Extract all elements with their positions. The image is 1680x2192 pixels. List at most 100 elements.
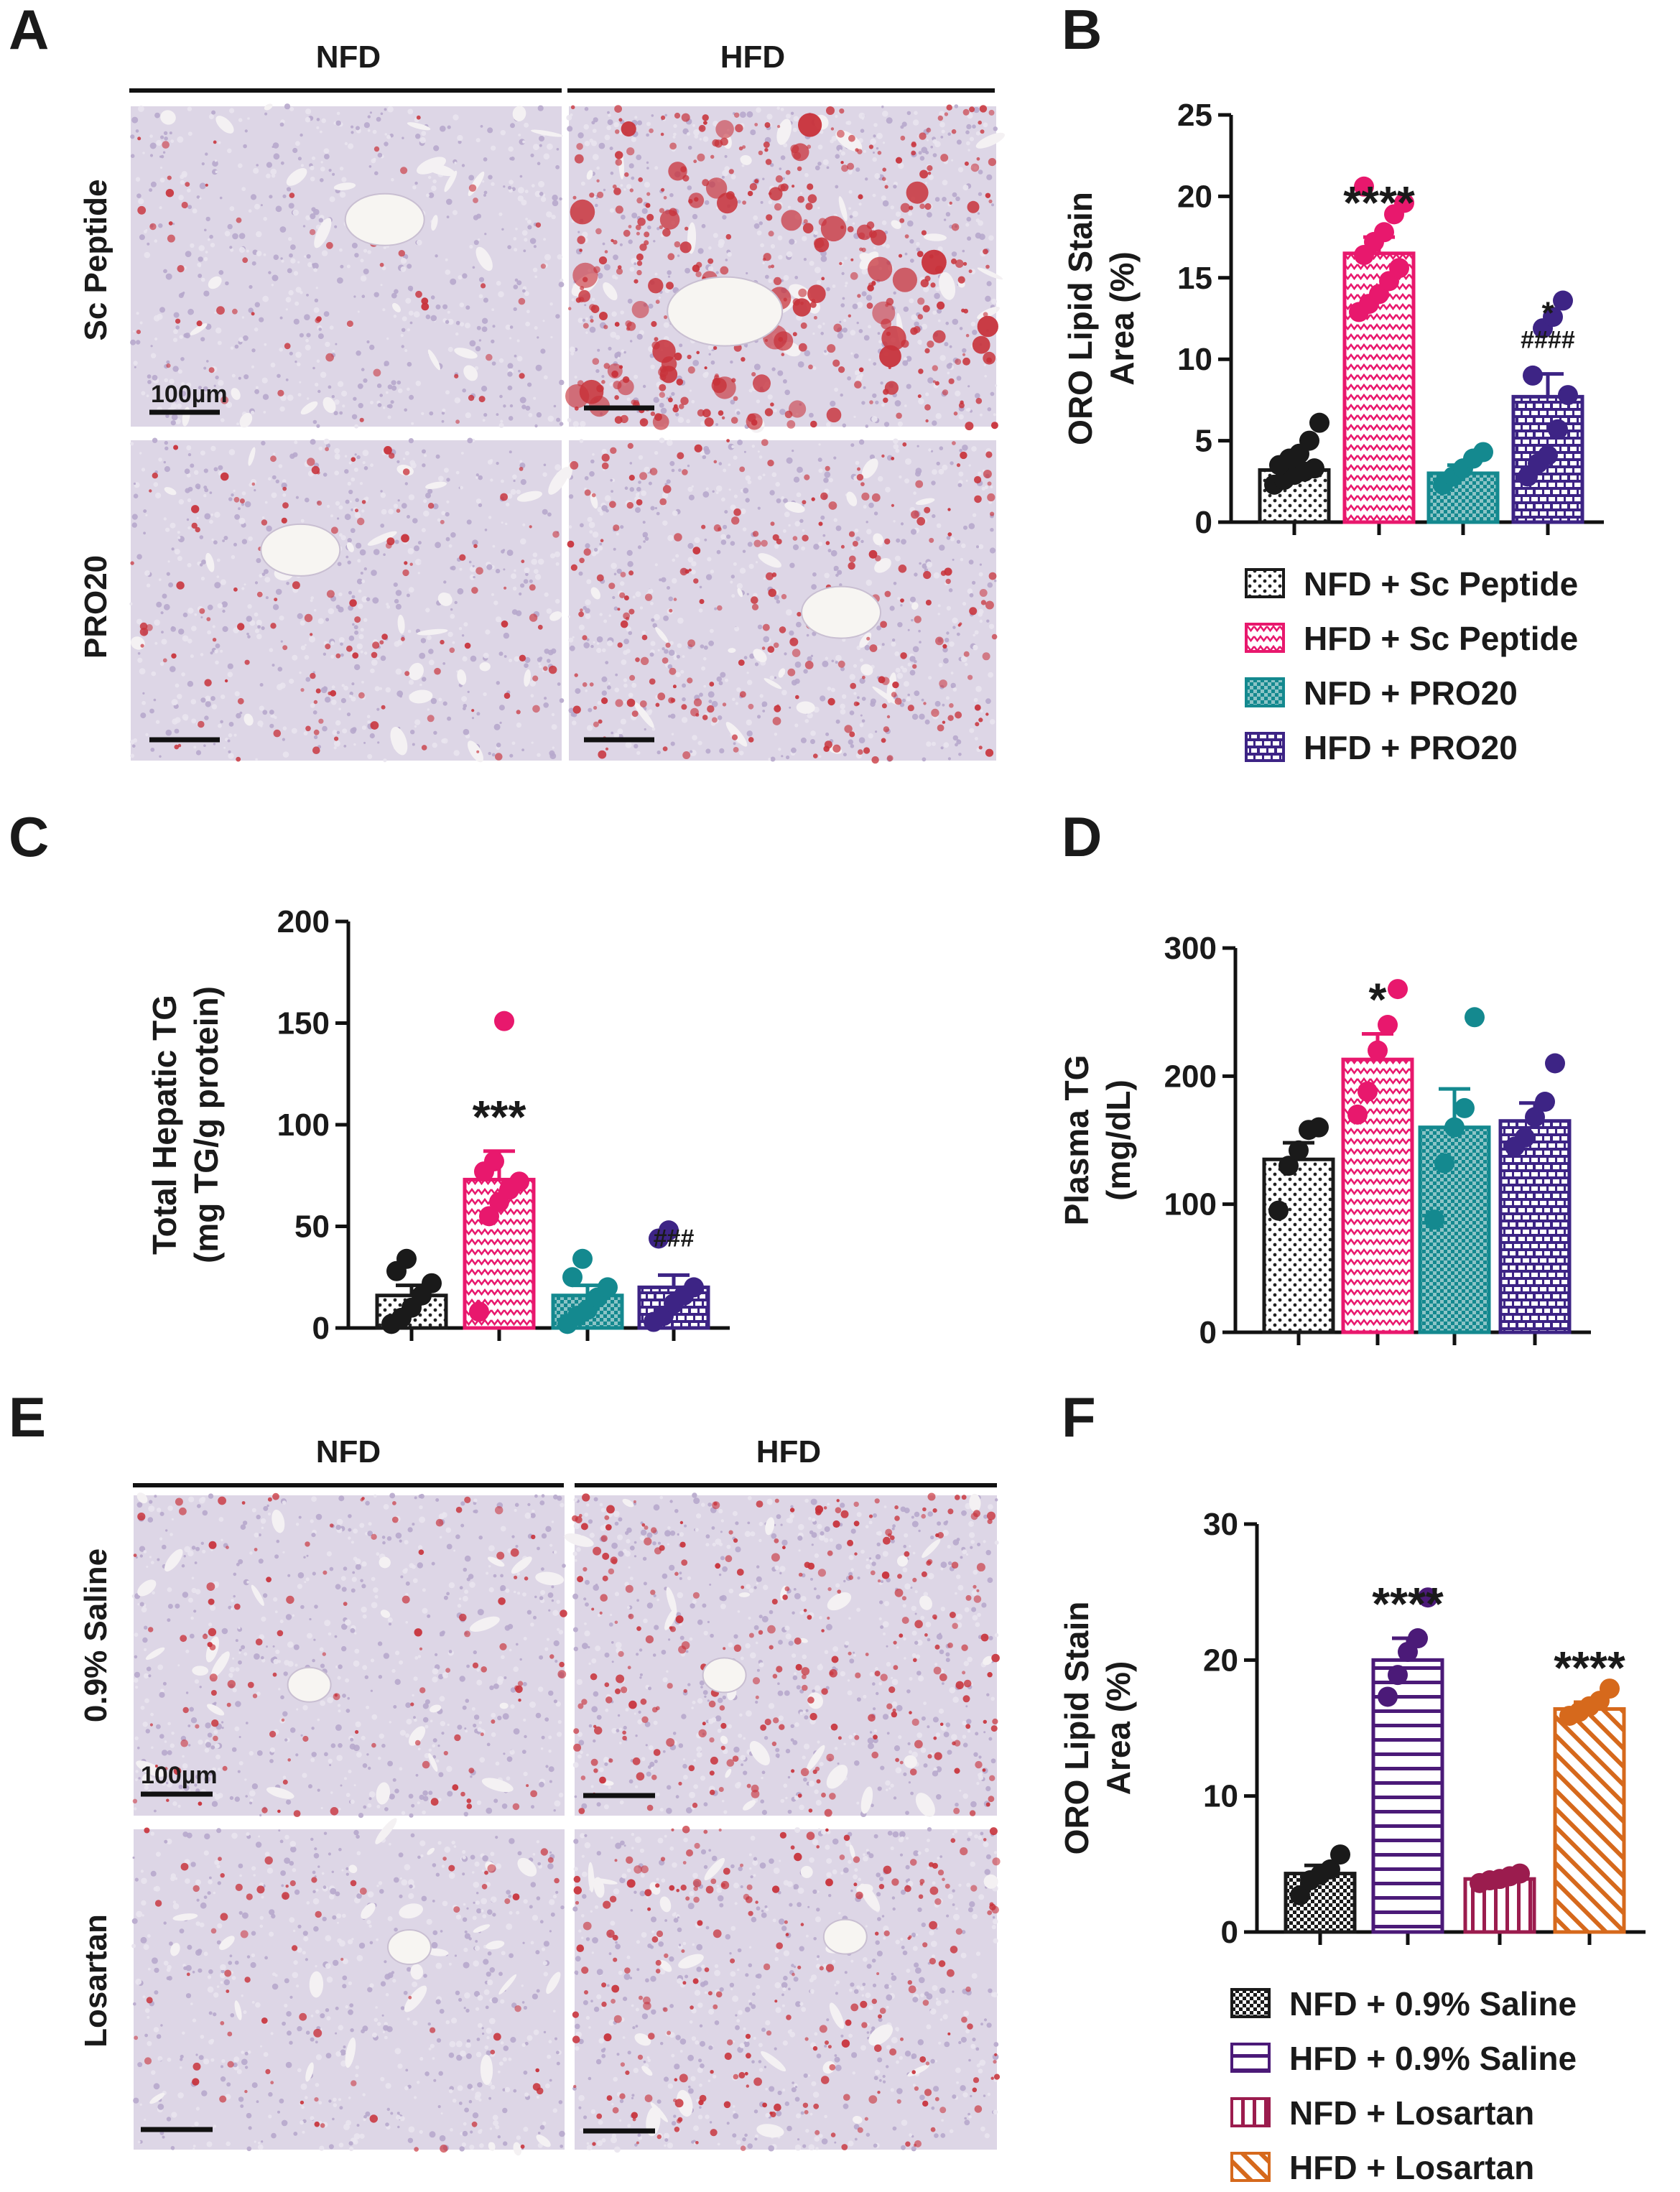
tissue-cell [350, 1737, 354, 1742]
tissue-cell [430, 1719, 433, 1723]
tissue-cell [687, 543, 694, 549]
tissue-cell [895, 1767, 902, 1774]
lipid-droplet [636, 197, 643, 204]
tissue-cell [422, 1810, 426, 1815]
tissue-cell [640, 1529, 647, 1536]
tissue-cell [835, 573, 839, 577]
tissue-cell [513, 1666, 519, 1672]
tissue-cell [583, 642, 590, 649]
tissue-cell [817, 1664, 824, 1671]
lipid-droplet [208, 1627, 217, 1637]
panel-label-d: D [1062, 805, 1102, 868]
tissue-cell [423, 510, 430, 517]
tissue-cell [702, 136, 709, 142]
tissue-cell [965, 479, 968, 482]
tissue-cell [489, 1685, 494, 1691]
tissue-cell [156, 139, 162, 146]
tissue-cell [907, 662, 912, 667]
tissue-cell [233, 733, 237, 737]
lipid-droplet [247, 1681, 254, 1689]
lipid-droplet [883, 389, 889, 395]
tissue-cell [613, 606, 618, 611]
sinusoid-space [531, 129, 563, 137]
tissue-cell [330, 1791, 333, 1794]
tissue-cell [305, 215, 311, 220]
lipid-droplet [617, 379, 634, 396]
tissue-cell [145, 514, 148, 516]
tissue-cell [942, 646, 948, 653]
tissue-cell [746, 1584, 751, 1589]
tissue-cell [274, 716, 277, 720]
tissue-cell [165, 273, 172, 280]
tissue-cell [246, 249, 249, 253]
tissue-cell [557, 1719, 562, 1724]
tissue-cell [460, 322, 465, 327]
tissue-cell [162, 1544, 167, 1550]
tissue-cell [391, 1668, 396, 1673]
lipid-droplet [792, 649, 801, 657]
lipid-droplet [882, 167, 886, 172]
tissue-cell [837, 570, 843, 575]
lipid-droplet [621, 121, 636, 137]
tissue-cell [141, 1607, 147, 1613]
lipid-droplet [614, 322, 620, 327]
tissue-cell [200, 576, 205, 581]
tissue-cell [875, 730, 878, 733]
lipid-droplet [917, 314, 924, 320]
tissue-cell [940, 1561, 947, 1569]
tissue-cell [282, 726, 287, 730]
lipid-droplet [797, 195, 804, 203]
tissue-cell [171, 1732, 175, 1735]
lipid-droplet [472, 1662, 479, 1668]
tissue-cell [173, 312, 180, 318]
tissue-cell [324, 1752, 328, 1757]
tissue-cell [513, 307, 517, 312]
tissue-cell [909, 1677, 913, 1681]
tissue-cell [481, 386, 488, 392]
tissue-cell [547, 1592, 554, 1598]
tissue-cell [881, 403, 885, 407]
lipid-droplet [629, 188, 634, 192]
tissue-cell [479, 1757, 486, 1763]
tissue-cell [540, 1747, 544, 1750]
lipid-droplet [767, 460, 774, 467]
tissue-cell [336, 1518, 343, 1525]
tissue-cell [952, 687, 957, 692]
lipid-droplet [722, 702, 727, 707]
tissue-cell [503, 404, 506, 408]
lipid-droplet [503, 692, 511, 699]
tissue-cell [191, 1546, 196, 1550]
tissue-cell [380, 112, 384, 116]
tissue-cell [251, 410, 255, 414]
tissue-cell [205, 701, 211, 707]
lipid-droplet [171, 653, 177, 659]
lipid-droplet [473, 198, 478, 203]
lipid-droplet [660, 132, 664, 136]
tissue-cell [634, 116, 638, 119]
tissue-cell [361, 368, 365, 371]
tissue-cell [597, 1613, 601, 1617]
tissue-cell [154, 641, 158, 645]
tissue-cell [919, 641, 922, 644]
tissue-cell [177, 1664, 180, 1667]
tissue-cell [842, 638, 846, 642]
tissue-cell [415, 381, 422, 386]
lipid-droplet [761, 439, 769, 446]
tissue-cell [354, 1632, 357, 1635]
tissue-cell [730, 580, 733, 584]
lipid-droplet [499, 1643, 507, 1650]
tissue-cell [339, 411, 343, 415]
lipid-droplet [310, 633, 313, 636]
tissue-cell [470, 655, 477, 662]
tissue-cell [424, 454, 427, 458]
lipid-droplet [778, 337, 784, 342]
tissue-cell [241, 539, 248, 544]
tissue-cell [534, 326, 538, 330]
lipid-droplet [343, 1602, 348, 1607]
tissue-cell [718, 681, 723, 686]
tissue-cell [554, 598, 560, 604]
tissue-cell [509, 659, 513, 663]
tissue-cell [817, 325, 822, 329]
tissue-cell [227, 739, 231, 743]
lipid-droplet [149, 223, 157, 231]
